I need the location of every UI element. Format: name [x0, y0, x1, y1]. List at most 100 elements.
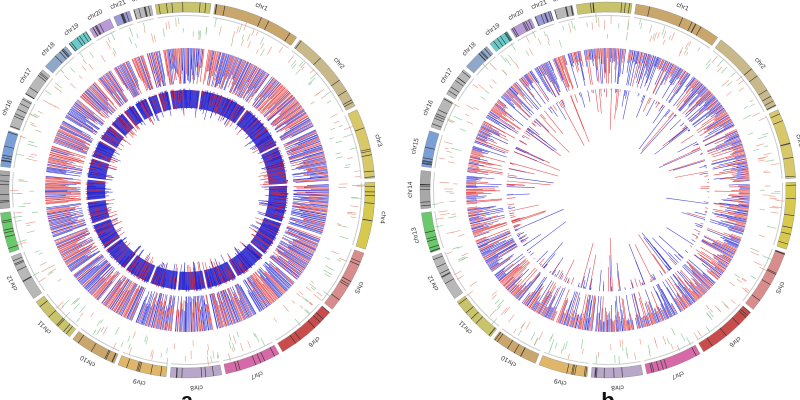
cytoband-tick: [57, 318, 65, 327]
inner-spike: [638, 279, 642, 287]
inner-spike: [254, 135, 272, 147]
cytoband-tick: [19, 103, 30, 109]
inner-spike: [634, 244, 654, 282]
coverage-bar: [287, 130, 317, 145]
inner-spike: [534, 118, 570, 153]
cytoband-tick: [17, 266, 27, 271]
coverage-bar: [502, 94, 515, 106]
cytoband-tick: [215, 4, 218, 15]
variant-mark: [457, 233, 465, 237]
inner-spike: [272, 197, 287, 199]
inner-spike: [96, 222, 119, 233]
variant-mark: [472, 83, 479, 89]
coverage-bar: [286, 200, 329, 205]
variant-mark: [30, 153, 38, 156]
coverage-bar: [211, 51, 218, 77]
coverage-bar: [250, 269, 276, 302]
coverage-bar: [738, 198, 750, 200]
coverage-bar: [657, 311, 662, 322]
coverage-bar: [629, 49, 632, 63]
coverage-bar: [651, 312, 657, 324]
coverage-bar: [673, 71, 688, 93]
variant-mark: [758, 157, 766, 160]
coverage-bar: [229, 57, 239, 80]
coverage-bar: [737, 202, 750, 204]
variant-mark: [639, 19, 641, 25]
coverage-bar: [227, 294, 239, 323]
inner-spike: [149, 97, 160, 122]
coverage-bar: [598, 48, 600, 59]
coverage-bar: [468, 162, 485, 167]
coverage-bar: [175, 48, 179, 78]
coverage-bar: [57, 131, 85, 144]
coverage-bar: [492, 106, 507, 117]
track-divider: [137, 18, 154, 24]
cytoband-tick: [731, 317, 740, 325]
coverage-bar: [303, 171, 328, 175]
inner-spike: [99, 232, 111, 239]
variant-mark: [143, 22, 146, 29]
variant-mark: [537, 38, 542, 45]
track-divider: [444, 251, 466, 292]
variant-mark: [350, 216, 357, 219]
coverage-bar: [691, 81, 701, 92]
inner-spike: [506, 180, 551, 186]
inner-spike: [249, 246, 262, 258]
coverage-bar: [110, 70, 124, 92]
coverage-bar: [102, 75, 121, 100]
coverage-bar: [723, 123, 734, 129]
coverage-bar: [105, 275, 129, 307]
coverage-bar: [587, 291, 594, 331]
coverage-bar: [46, 207, 76, 213]
coverage-bar: [685, 92, 712, 118]
coverage-bar: [588, 49, 591, 61]
coverage-bar: [291, 205, 328, 211]
coverage-bar: [655, 305, 663, 322]
variant-mark: [298, 62, 304, 67]
coverage-bar: [275, 143, 322, 160]
inner-spike: [90, 209, 112, 216]
coverage-bar: [739, 203, 750, 206]
coverage-bar: [711, 152, 745, 162]
chromosome-segment-chr12: chr12: [6, 217, 125, 299]
coverage-bar: [664, 307, 671, 318]
coverage-bar: [544, 62, 561, 93]
cytoband-tick: [484, 48, 492, 57]
coverage-bar: [604, 48, 606, 72]
coverage-bar: [140, 55, 153, 90]
variant-mark: [175, 17, 177, 27]
coverage-bar: [49, 218, 78, 227]
variant-mark: [330, 127, 336, 131]
coverage-bar: [723, 243, 737, 251]
coverage-bar: [190, 48, 192, 83]
variant-mark: [491, 79, 497, 84]
cytoband-tick: [550, 10, 554, 21]
coverage-bar: [58, 129, 90, 145]
variant-mark: [304, 309, 311, 316]
coverage-bar: [480, 240, 506, 253]
cytoband-tick: [160, 366, 163, 377]
chromosome-label: chr3: [373, 134, 383, 148]
coverage-bar: [74, 254, 104, 278]
coverage-bar: [663, 303, 672, 318]
variant-mark: [199, 30, 202, 40]
variant-mark: [73, 303, 80, 310]
coverage-bar: [239, 297, 250, 318]
coverage-bar: [280, 236, 314, 255]
inner-spike: [192, 267, 196, 290]
coverage-bar: [684, 98, 718, 127]
variant-mark: [56, 301, 64, 309]
coverage-bar: [221, 288, 235, 325]
cytoband-tick: [294, 331, 301, 341]
variant-mark: [717, 59, 724, 67]
variant-mark: [37, 110, 43, 114]
coverage-bar: [247, 68, 261, 89]
inner-spike: [269, 157, 282, 162]
coverage-bar: [631, 51, 641, 89]
coverage-bar: [722, 254, 732, 261]
coverage-bar: [287, 260, 304, 272]
coverage-bar: [266, 94, 293, 119]
variant-mark: [711, 55, 718, 64]
inner-spike: [103, 236, 117, 246]
inner-spike: [155, 94, 164, 118]
